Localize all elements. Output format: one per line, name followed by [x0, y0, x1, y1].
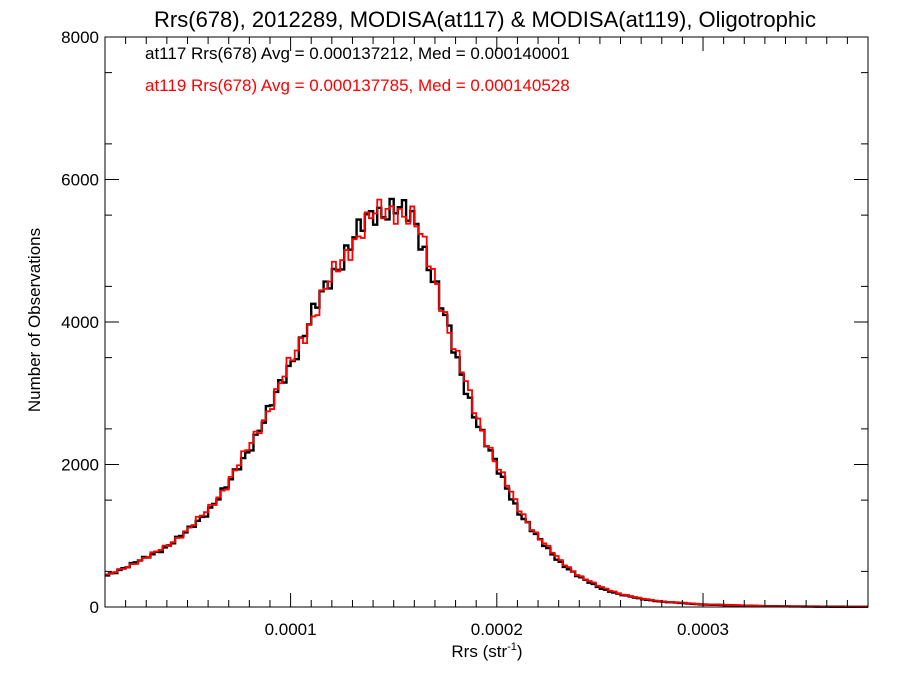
series-layer	[105, 197, 868, 609]
y-tick-label: 6000	[61, 171, 99, 190]
chart-title: Rrs(678), 2012289, MODISA(at117) & MODIS…	[154, 7, 816, 32]
x-axis-label-close: )	[517, 642, 523, 661]
tick-layer: 0 2000 4000 6000 8000 0.0001 0.0002 0.0003	[61, 28, 868, 639]
plot-area: 0 2000 4000 6000 8000 0.0001 0.0002 0.0003	[61, 28, 869, 639]
y-tick-label: 2000	[61, 456, 99, 475]
x-tick-label: 0.0002	[471, 620, 523, 639]
y-axis-label: Number of Observations	[25, 228, 44, 412]
y-tick-label: 4000	[61, 313, 99, 332]
series-at117-histogram	[105, 197, 868, 609]
x-axis-label-superscript: -1	[507, 641, 517, 653]
legend-entry-at119: at119 Rrs(678) Avg = 0.000137785, Med = …	[145, 76, 570, 95]
legend-entry-at117: at117 Rrs(678) Avg = 0.000137212, Med = …	[145, 44, 570, 63]
x-axis-label-main: Rrs (str	[451, 642, 507, 661]
plot-frame	[104, 36, 869, 608]
x-tick-label: 0.0001	[265, 620, 317, 639]
x-axis-label: Rrs (str-1)	[451, 641, 522, 661]
series-at119-histogram	[105, 198, 868, 608]
y-tick-label: 8000	[61, 28, 99, 47]
y-tick-label: 0	[90, 598, 99, 617]
x-tick-label: 0.0003	[677, 620, 729, 639]
